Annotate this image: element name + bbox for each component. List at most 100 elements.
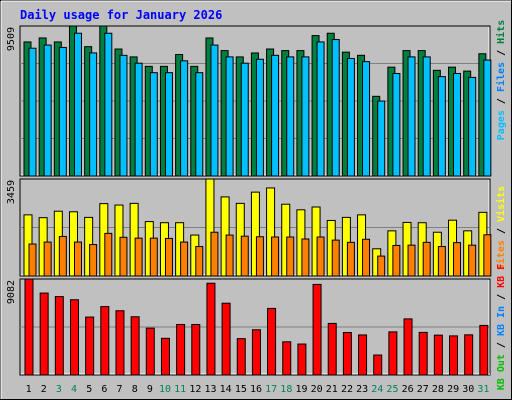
- bar-visits: [205, 178, 215, 277]
- bar-visits: [250, 191, 260, 277]
- bar-kbytes: [160, 337, 170, 376]
- panel-hits-files-pages: 9509: [6, 25, 492, 177]
- bar-sites: [362, 238, 371, 277]
- bar-sites: [346, 241, 355, 277]
- bar-files: [362, 61, 371, 177]
- bar-kbytes: [39, 292, 49, 376]
- bar-files: [58, 46, 67, 177]
- bar-kbytes: [221, 302, 231, 376]
- bar-files: [468, 76, 477, 177]
- x-tick-label: 16: [250, 384, 262, 395]
- bar-files: [255, 58, 264, 177]
- bar-files: [104, 32, 113, 177]
- bar-files: [210, 44, 219, 177]
- x-tick-label: 1: [26, 384, 32, 395]
- x-tick-label: 3: [56, 384, 62, 395]
- bar-files: [453, 72, 462, 177]
- x-tick-label: 12: [189, 384, 201, 395]
- x-tick-label: 27: [417, 384, 429, 395]
- legend-entry: Sites: [495, 240, 507, 270]
- bar-kbytes: [130, 316, 140, 376]
- legend-entry: /: [496, 98, 507, 110]
- bar-files: [271, 54, 280, 177]
- bar-sites: [331, 239, 340, 277]
- bar-kbytes: [479, 324, 489, 376]
- legend-entry: KB F: [496, 264, 507, 294]
- bar-sites: [195, 246, 204, 277]
- x-tick-label: 19: [295, 384, 307, 395]
- x-tick-label: 5: [86, 384, 92, 395]
- x-tick-label: 25: [386, 384, 398, 395]
- x-tick-label: 7: [117, 384, 123, 395]
- bar-files: [119, 54, 128, 177]
- legend-entry: /: [496, 50, 507, 62]
- bar-files: [407, 56, 416, 177]
- legend-hits-files-pages: Pages / Files / Hits: [495, 20, 507, 140]
- bar-sites: [89, 244, 98, 277]
- bar-kbytes: [24, 278, 34, 376]
- bar-kbytes: [297, 343, 307, 376]
- bar-kbytes: [342, 332, 352, 376]
- x-tick-label: 26: [402, 384, 414, 395]
- x-tick-label: 13: [204, 384, 216, 395]
- bar-sites: [134, 237, 143, 277]
- y-max-label: 9082: [6, 280, 17, 304]
- bar-sites: [422, 241, 431, 277]
- bar-files: [286, 56, 295, 177]
- panel-visits-sites: 3459: [6, 178, 492, 277]
- legend-entry: KB Out: [496, 354, 507, 390]
- bar-kbytes: [54, 296, 64, 376]
- legend-visits-sites: Sites / Visits: [495, 186, 507, 270]
- legend-entry: /: [496, 228, 507, 240]
- bar-kbytes: [358, 334, 368, 376]
- bar-sites: [73, 241, 82, 277]
- legend-kbytes: KB Out / KB In / KB F: [496, 264, 507, 390]
- bar-kbytes: [115, 310, 125, 376]
- bar-kbytes: [388, 331, 398, 376]
- bar-files: [301, 56, 310, 177]
- x-tick-label: 17: [265, 384, 277, 395]
- x-tick-label: 4: [71, 384, 77, 395]
- bar-kbytes: [403, 318, 413, 376]
- y-max-label: 9509: [6, 27, 17, 51]
- bar-sites: [164, 237, 173, 277]
- x-tick-label: 24: [371, 384, 383, 395]
- bar-files: [392, 72, 401, 177]
- bar-sites: [225, 234, 234, 277]
- bar-sites: [240, 235, 249, 277]
- bar-kbytes: [464, 334, 474, 376]
- bar-kbytes: [85, 316, 95, 376]
- x-tick-label: 6: [101, 384, 107, 395]
- bar-files: [180, 60, 189, 177]
- legend-entry: Hits: [495, 20, 507, 50]
- bar-files: [73, 32, 82, 177]
- x-tick-label: 28: [432, 384, 444, 395]
- bar-files: [195, 72, 204, 177]
- bar-kbytes: [236, 338, 246, 376]
- chart-title: Daily usage for January 2026: [20, 8, 222, 22]
- x-tick-label: 31: [477, 384, 489, 395]
- bar-kbytes: [100, 306, 110, 376]
- bar-sites: [453, 242, 462, 277]
- bar-files: [89, 52, 98, 177]
- bar-kbytes: [327, 322, 337, 376]
- bar-sites: [407, 244, 416, 277]
- bar-kbytes: [176, 323, 186, 376]
- bar-sites: [483, 234, 492, 277]
- bar-kbytes: [418, 331, 428, 376]
- bar-sites: [301, 238, 310, 277]
- x-tick-label: 8: [132, 384, 138, 395]
- bar-files: [437, 76, 446, 177]
- bar-kbytes: [251, 329, 261, 376]
- x-tick-label: 10: [159, 384, 171, 395]
- bar-files: [240, 62, 249, 177]
- y-max-label: 3459: [6, 180, 17, 204]
- bar-files: [134, 62, 143, 177]
- bar-sites: [104, 232, 113, 277]
- x-tick-label: 18: [280, 384, 292, 395]
- x-tick-label: 23: [356, 384, 368, 395]
- bar-files: [346, 57, 355, 177]
- legend-entry: Files: [495, 62, 507, 98]
- bar-files: [377, 100, 386, 177]
- x-tick-label: 22: [341, 384, 353, 395]
